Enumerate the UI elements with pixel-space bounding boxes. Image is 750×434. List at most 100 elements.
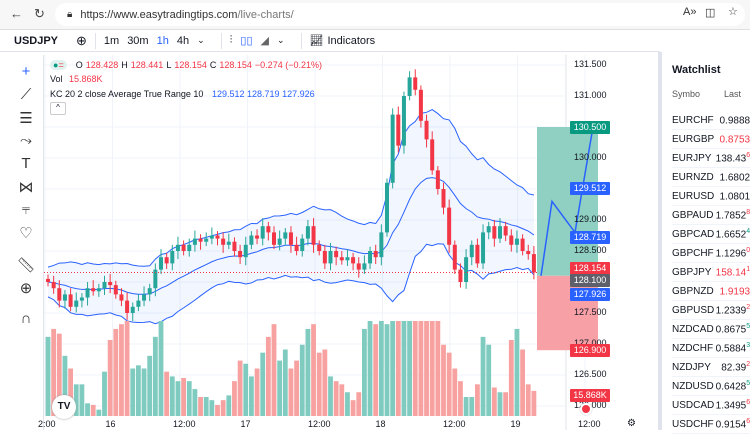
candle-body: [113, 285, 118, 295]
address-bar[interactable]: 🔒︎ https://www.easytradingtips.com/live-…: [55, 3, 745, 26]
keltner-label[interactable]: KC 20 2 close Average True Range 10: [50, 89, 204, 99]
us-flag-icon[interactable]: [580, 403, 592, 415]
candle-body: [390, 114, 395, 183]
chevron-down-icon[interactable]: ⌄: [276, 35, 285, 45]
candle-body: [368, 251, 373, 264]
ruler-icon[interactable]: 📏︎: [16, 257, 36, 274]
price-label-kc-mid: 128.719: [570, 231, 610, 245]
tradingview-logo[interactable]: TV: [52, 395, 76, 419]
volume-bar: [378, 321, 384, 416]
favorites-icon[interactable]: ☆: [728, 6, 738, 18]
candle-body: [260, 226, 265, 239]
text-icon[interactable]: T: [21, 155, 31, 172]
xabcd-pattern-icon[interactable]: ⋈: [18, 179, 34, 196]
visibility-toggle-icon[interactable]: ●=: [50, 60, 67, 70]
area-chart-icon[interactable]: ◢: [260, 35, 269, 47]
zoom-in-icon[interactable]: ⊕: [19, 280, 33, 297]
candle-body: [514, 238, 519, 245]
candle-body: [447, 207, 452, 245]
read-aloud-icon[interactable]: A»: [683, 6, 697, 18]
volume-bar: [469, 397, 475, 416]
watchlist-row[interactable]: EURUSD 1.08018: [672, 187, 750, 206]
candle-body: [305, 226, 310, 239]
interval-30m[interactable]: 30m: [127, 34, 149, 47]
browser-bar: ← ↻ 🔒︎ https://www.easytradingtips.com/l…: [0, 0, 750, 30]
candle-body: [311, 226, 316, 245]
volume-bar: [254, 368, 260, 416]
watchlist-row[interactable]: EURCHF 0.98886: [672, 111, 750, 130]
volume-bar: [158, 321, 164, 416]
volume-bar: [390, 321, 396, 416]
settings-gear-icon[interactable]: ⚙: [627, 418, 636, 429]
candle-body: [498, 226, 502, 239]
watchlist-symbol: EURJPY: [672, 152, 712, 164]
pattern-icon[interactable]: ⤳: [19, 132, 32, 149]
candle-body: [255, 235, 260, 239]
split-screen-icon[interactable]: ◫: [705, 7, 716, 19]
interval-4h[interactable]: 4h: [176, 34, 190, 47]
collapse-legend-button[interactable]: ^: [50, 102, 66, 115]
watchlist-last: 1.91930: [719, 286, 750, 298]
volume-bar: [147, 355, 153, 416]
chevron-down-icon[interactable]: ⌄: [197, 35, 205, 45]
price-tick: 129.000: [574, 214, 607, 224]
watchlist-symbol: NZDCHF: [672, 342, 714, 354]
watchlist-row[interactable]: GBPNZD 1.91930: [672, 282, 750, 301]
indicators-button[interactable]: Indicators: [327, 34, 376, 47]
column-last[interactable]: Last: [724, 89, 742, 99]
trend-line-icon[interactable]: ⟋: [20, 86, 32, 103]
volume-bar: [525, 384, 531, 416]
symbol-label[interactable]: USDJPY: [14, 34, 59, 47]
volume-bar: [130, 368, 136, 416]
volume-bar: [265, 336, 271, 416]
close-value: 128.154: [219, 60, 252, 70]
magnet-icon[interactable]: ∩: [20, 310, 32, 327]
heart-icon[interactable]: ♡: [19, 225, 33, 242]
time-tick: 18: [375, 419, 386, 429]
price-chart[interactable]: [0, 0, 660, 430]
candle-body: [458, 269, 463, 282]
indicators-icon[interactable]: 📈︎: [309, 35, 324, 47]
candle-body: [108, 282, 113, 286]
volume-bar: [486, 344, 492, 416]
volume-bar: [401, 321, 407, 416]
candle-body: [46, 278, 50, 282]
candles-icon[interactable]: ▯▯: [240, 35, 253, 47]
candle-body: [413, 77, 418, 90]
volume-bar: [350, 400, 356, 416]
keltner-upper: [47, 109, 535, 268]
reload-icon[interactable]: ↻: [34, 6, 45, 21]
candle-body: [204, 238, 209, 242]
interval-1m[interactable]: 1m: [103, 34, 120, 47]
watchlist-row[interactable]: EURGBP 0.87535: [672, 130, 750, 149]
back-icon[interactable]: ←: [10, 6, 23, 21]
watchlist-last: 1.78528: [715, 208, 750, 222]
interval-1h[interactable]: 1h: [156, 34, 169, 47]
crosshair-icon[interactable]: +: [21, 63, 31, 80]
watchlist-row[interactable]: EURNZD 1.68025: [672, 168, 750, 187]
candle-body: [238, 251, 243, 258]
forecast-icon[interactable]: ⫧: [21, 201, 31, 218]
bar-chart-icon[interactable]: ⫶: [229, 34, 233, 46]
volume-bar: [90, 404, 96, 416]
price-label-stop: 126.900: [570, 344, 610, 358]
column-symbol[interactable]: Symbo: [672, 89, 701, 99]
volume-bar: [243, 363, 249, 416]
url-host: https://www.easytradingtips.com: [80, 8, 238, 21]
compare-add-icon[interactable]: ⊕: [76, 32, 87, 48]
candle-body: [243, 244, 248, 258]
volume-bar: [260, 352, 266, 416]
horizontal-lines-icon[interactable]: ☰: [19, 110, 33, 127]
